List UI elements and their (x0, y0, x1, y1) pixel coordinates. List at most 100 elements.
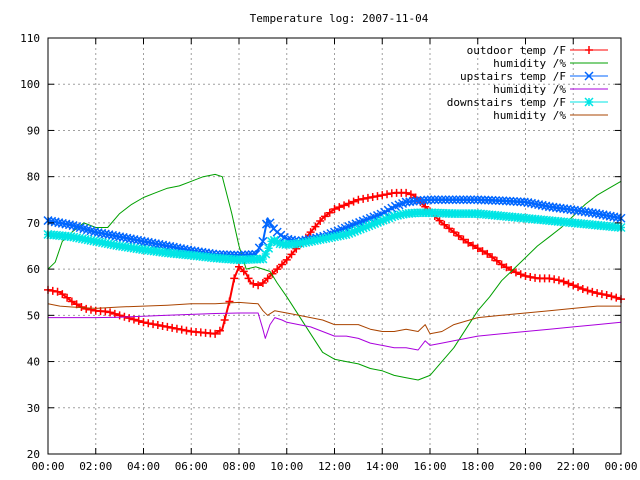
data-point (144, 319, 153, 328)
data-point (501, 196, 511, 206)
legend-label: humidity /% (493, 109, 566, 122)
data-point (444, 195, 454, 205)
x-tick-label: 04:00 (127, 460, 160, 473)
data-point (378, 215, 388, 225)
series-2 (47, 173, 622, 381)
data-point (258, 236, 268, 246)
data-point (559, 204, 569, 214)
series-line (47, 173, 622, 381)
data-point (612, 293, 621, 302)
data-point (153, 321, 162, 330)
data-point (282, 255, 291, 264)
data-point (115, 311, 124, 320)
data-point (511, 268, 520, 277)
data-point (593, 289, 602, 298)
data-point (607, 292, 616, 301)
x-tick-label: 06:00 (175, 460, 208, 473)
legend-entry: humidity /% (493, 83, 608, 96)
data-point (602, 290, 611, 299)
data-point (415, 195, 425, 206)
data-point (335, 203, 344, 212)
data-point (552, 203, 562, 213)
data-point (554, 276, 563, 285)
data-point (163, 322, 172, 331)
data-point (464, 238, 473, 247)
data-point (340, 201, 349, 210)
y-tick-label: 110 (20, 32, 40, 45)
data-point (261, 249, 271, 259)
data-point (272, 237, 282, 247)
data-point (268, 269, 277, 278)
data-point (545, 274, 554, 283)
series-line (48, 312, 622, 351)
x-tick-label: 00:00 (31, 460, 64, 473)
data-point (311, 222, 320, 231)
chart-title: Temperature log: 2007-11-04 (250, 12, 429, 25)
data-point (483, 249, 492, 258)
data-point (101, 307, 110, 316)
data-point (468, 241, 477, 250)
data-point (172, 324, 181, 333)
data-point (483, 195, 494, 205)
data-point (459, 235, 468, 244)
legend-label: upstairs temp /F (460, 70, 566, 83)
data-point (550, 275, 559, 284)
data-point (412, 196, 422, 206)
y-tick-label: 70 (27, 217, 40, 230)
data-point (497, 260, 506, 269)
data-point (440, 195, 451, 205)
legend-marker (584, 71, 594, 81)
data-point (423, 195, 433, 205)
data-point (230, 274, 239, 283)
data-point (359, 194, 368, 203)
data-point (494, 196, 504, 206)
x-tick-label: 16:00 (413, 460, 446, 473)
data-point (555, 203, 565, 213)
data-point (559, 277, 568, 286)
y-tick-label: 40 (27, 356, 40, 369)
data-point (476, 195, 486, 205)
data-point (67, 297, 76, 306)
data-point (402, 188, 411, 197)
data-point (364, 221, 374, 231)
data-point (325, 208, 334, 217)
x-tick-label: 14:00 (366, 460, 399, 473)
data-point (498, 196, 508, 206)
data-point (562, 204, 572, 214)
data-point (239, 267, 248, 276)
legend-marker (585, 46, 593, 54)
data-point (265, 218, 275, 228)
data-point (350, 226, 360, 236)
data-point (354, 195, 363, 204)
data-point (597, 290, 606, 299)
data-point (349, 197, 358, 206)
data-point (516, 270, 525, 279)
data-point (583, 286, 592, 295)
data-point (458, 195, 468, 205)
y-tick-label: 30 (27, 402, 40, 415)
data-point (512, 197, 522, 207)
data-point (487, 195, 497, 205)
data-point (211, 329, 220, 338)
data-point (569, 281, 578, 290)
data-point (502, 263, 511, 272)
y-tick-label: 50 (27, 309, 40, 322)
data-point (566, 205, 576, 215)
data-point (451, 195, 461, 205)
data-point (587, 208, 597, 218)
x-tick-label: 22:00 (557, 460, 590, 473)
data-point (344, 199, 353, 208)
data-point (48, 286, 57, 295)
data-point (249, 279, 258, 288)
series-6 (47, 301, 621, 335)
legend-entry: downstairs temp /F (447, 96, 608, 109)
data-point (573, 206, 583, 216)
data-point (258, 254, 268, 264)
legend-entry: humidity /% (493, 57, 608, 70)
data-point (370, 219, 380, 229)
data-point (110, 309, 119, 318)
data-point (526, 272, 535, 281)
x-tick-label: 10:00 (270, 460, 303, 473)
data-point (134, 316, 143, 325)
